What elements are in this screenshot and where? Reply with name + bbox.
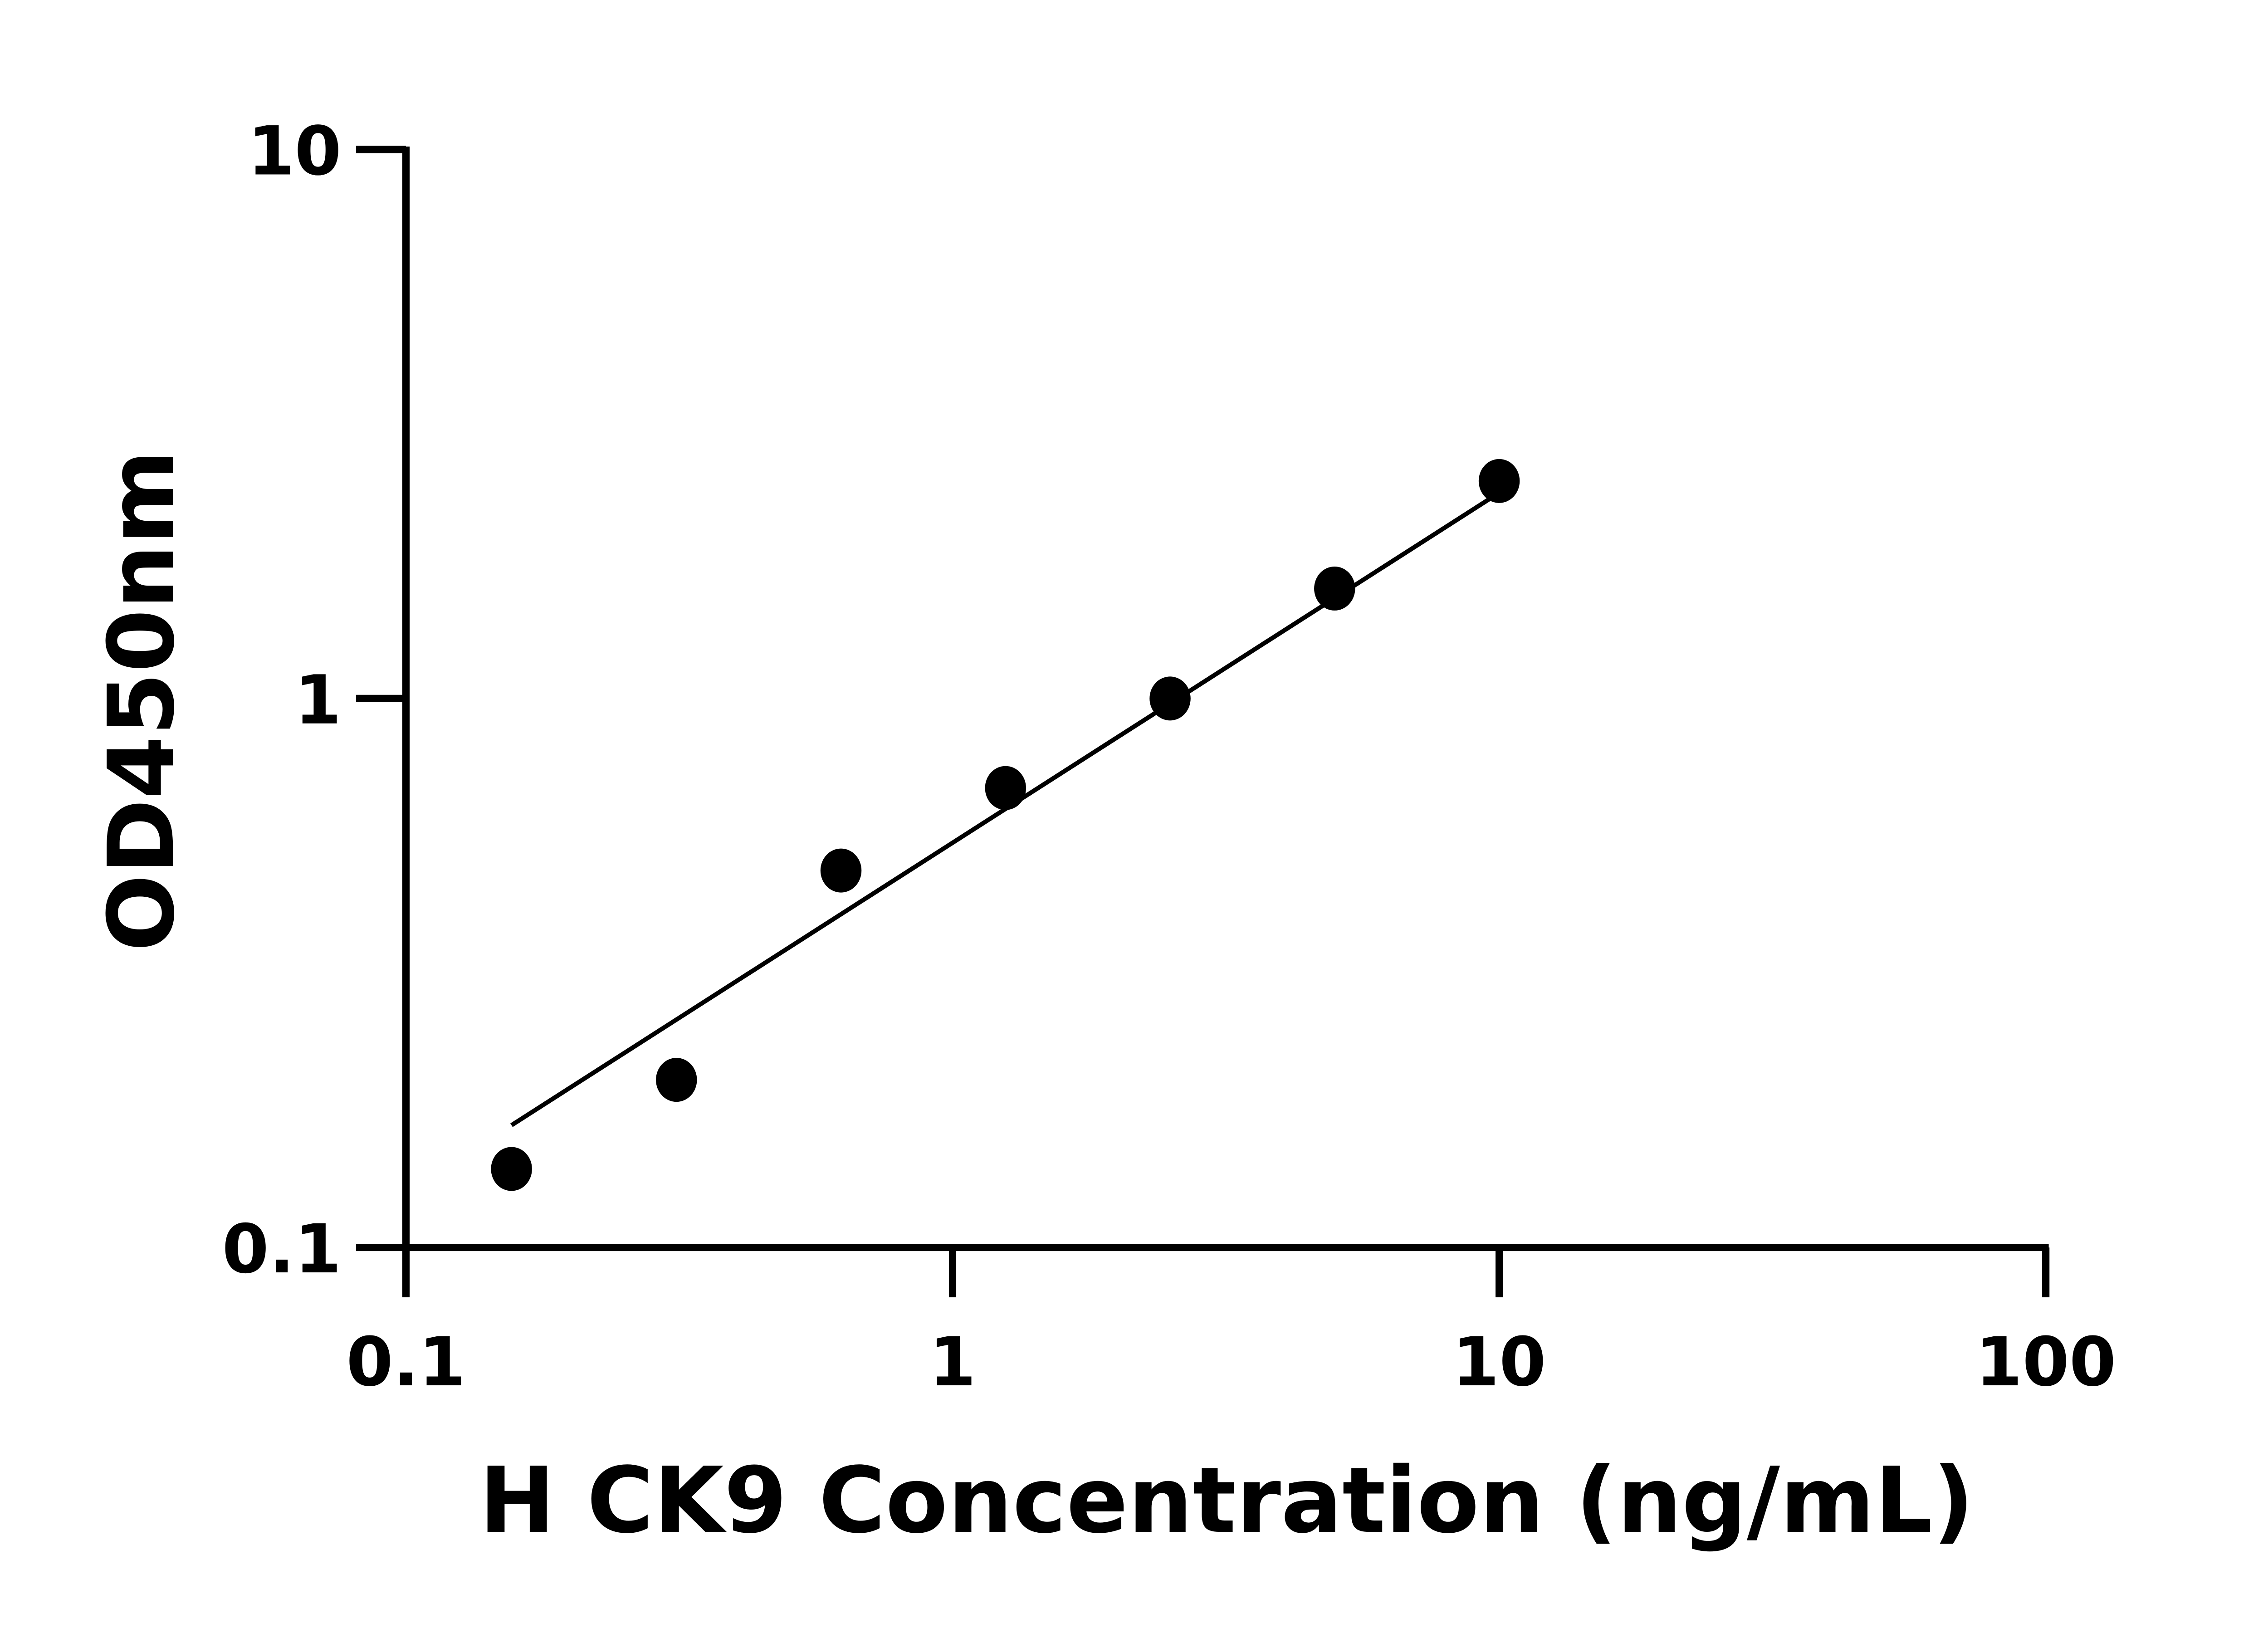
y-ticks: 0.1 1 10	[222, 112, 406, 1289]
y-tick-label: 0.1	[222, 1210, 342, 1289]
data-point	[820, 848, 862, 893]
data-point	[491, 1147, 532, 1191]
data-point	[985, 766, 1026, 810]
data-point	[656, 1058, 697, 1102]
x-tick-label: 1	[929, 1323, 976, 1402]
y-axis-label: OD450nm	[89, 450, 195, 952]
data-points	[491, 459, 1520, 1191]
data-point	[1478, 459, 1520, 503]
data-point	[1314, 566, 1355, 611]
x-axis-label: H CK9 Concentration (ng/mL)	[479, 1448, 1974, 1554]
axes	[402, 147, 2049, 1252]
y-tick-label: 10	[248, 112, 342, 191]
data-point	[1149, 676, 1191, 721]
x-tick-label: 10	[1452, 1323, 1546, 1402]
x-tick-label: 100	[1975, 1323, 2116, 1402]
x-ticks: 0.1 1 10 100	[346, 1247, 2116, 1402]
x-tick-label: 0.1	[346, 1323, 465, 1402]
y-tick-label: 1	[294, 661, 341, 740]
